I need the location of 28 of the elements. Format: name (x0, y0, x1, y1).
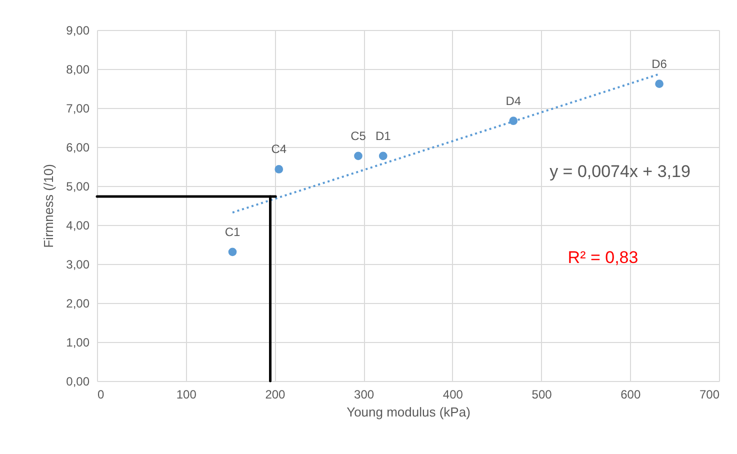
y-tick-label: 5,00 (66, 180, 90, 194)
x-tick-label: 100 (176, 388, 197, 402)
y-tick-label: 4,00 (66, 218, 90, 232)
x-tick-label: 500 (532, 388, 552, 402)
x-tick-label: 200 (265, 388, 286, 402)
x-tick-label: 700 (699, 388, 720, 402)
y-tick-label: 0,00 (66, 374, 90, 388)
annotation: D1 (375, 128, 392, 143)
y-tick-label: 6,00 (66, 140, 90, 154)
y-tick-label: 7,00 (66, 102, 90, 116)
y-tick-label: 8,00 (66, 62, 90, 76)
annotation: C1 (224, 224, 240, 239)
annotation: y = 0,0074x + 3,19 (550, 162, 690, 181)
y-axis-title: Firmness (/10) (41, 164, 56, 248)
annotation: D4 (506, 94, 522, 108)
x-tick-label: 600 (620, 388, 641, 402)
annotation: C5 (350, 128, 366, 143)
x-axis-title: Young modulus (kPa) (346, 404, 470, 420)
x-tick-label: 300 (354, 388, 374, 402)
y-tick-label: 9,00 (66, 24, 90, 38)
annotation: C4 (271, 142, 287, 156)
y-tick-label: 2,00 (66, 296, 90, 310)
y-tick-label: 3,00 (66, 258, 90, 272)
annotation: D6 (652, 56, 668, 71)
y-tick-label: 1,00 (66, 336, 90, 350)
x-tick-label: 400 (442, 388, 464, 402)
x-tick-label: 0 (98, 388, 104, 402)
annotation: R² = 0,83 (568, 248, 638, 267)
